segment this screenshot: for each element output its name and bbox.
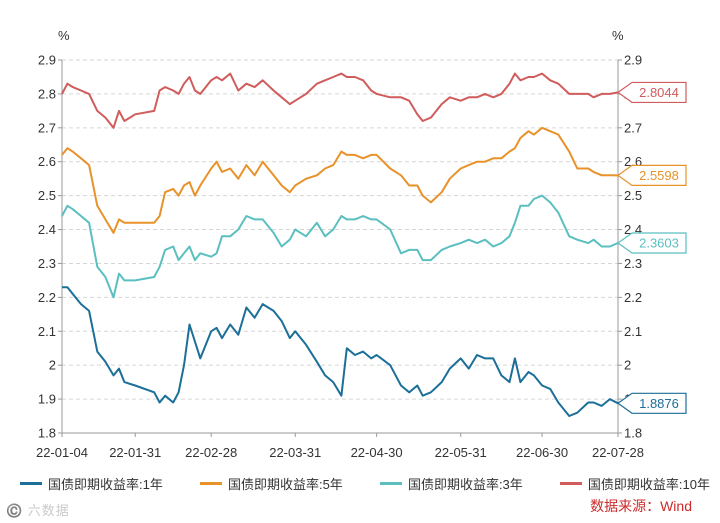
y-tick-label-left: 2.3 (38, 256, 56, 271)
series-line-10y (61, 72, 619, 129)
legend-item-1y[interactable]: 国债即期收益率:1年 (20, 474, 163, 493)
end-label-10y: 2.8044 (616, 81, 687, 104)
end-value-labels: 1.8876 2.5598 2.3603 2.8044 (616, 81, 687, 414)
y-tick-label-left: 2.2 (38, 290, 56, 305)
legend: 国债即期收益率:1年 国债即期收益率:5年 国债即期收益率:3年 国债即期收益率… (20, 474, 710, 493)
y-tick-label-right: 2.3 (624, 256, 642, 271)
x-tick-label: 22-01-04 (36, 445, 88, 460)
x-tick-labels: 22-01-04 22-01-31 22-02-28 22-03-31 22-04-30… (36, 433, 644, 460)
y-tick-label-left: 2.5 (38, 188, 56, 203)
legend-label-10y: 国债即期收益率:10年 (587, 477, 710, 492)
y-tick-label-left: 1.8 (38, 426, 56, 441)
y-tick-label-left: 1.9 (38, 392, 56, 407)
legend-item-5y[interactable]: 国债即期收益率:5年 (199, 474, 343, 493)
x-tick-label: 22-03-31 (269, 445, 321, 460)
end-label-box (616, 392, 687, 414)
end-label-text: 2.8044 (639, 85, 679, 100)
data-source-note: 数据来源：Wind (590, 498, 692, 514)
y-tick-label-left: 2.6 (38, 154, 56, 169)
y-tick-label-left: 2.9 (38, 53, 56, 68)
axes (61, 60, 619, 434)
y-tick-label-left: 2.4 (38, 222, 56, 237)
end-label-box (616, 232, 687, 254)
end-label-box (616, 81, 687, 104)
legend-label-5y: 国债即期收益率:5年 (227, 477, 343, 492)
series-line-3y (61, 194, 619, 299)
x-tick-label: 22-06-30 (516, 445, 568, 460)
end-label-3y: 2.3603 (616, 232, 687, 254)
y-tick-label-right: 2.9 (624, 53, 642, 68)
grid-lines (62, 59, 618, 400)
x-tick-label: 22-01-31 (109, 445, 161, 460)
y-tick-label-right: 2.2 (624, 290, 642, 305)
end-label-box (616, 164, 687, 186)
end-label-5y: 2.5598 (616, 164, 687, 186)
y-tick-label-left: 2 (49, 358, 56, 373)
end-label-1y: 1.8876 (616, 392, 687, 414)
legend-swatch-3y (379, 482, 402, 485)
y-tick-label-right: 2.7 (624, 120, 642, 135)
end-label-text: 2.5598 (639, 168, 679, 183)
end-label-text: 2.3603 (639, 236, 679, 251)
y-tick-label-left: 2.8 (38, 86, 56, 101)
legend-swatch-5y (199, 482, 222, 485)
legend-swatch-1y (20, 482, 42, 485)
y-tick-label-right: 1.8 (624, 426, 642, 441)
right-axis-unit: % (612, 28, 624, 43)
left-axis-unit: % (58, 28, 70, 43)
legend-item-3y[interactable]: 国债即期收益率:3年 (379, 474, 523, 493)
y-tick-label-left: 2.1 (38, 324, 56, 339)
y-tick-label-right: 2 (624, 358, 631, 373)
y-tick-label-left: 2.7 (38, 120, 56, 135)
series-line-5y (61, 126, 619, 234)
x-tick-label: 22-05-31 (435, 445, 487, 460)
legend-label-3y: 国债即期收益率:3年 (407, 477, 523, 492)
series-line-1y (62, 286, 619, 417)
left-y-tick-labels: 1.8 1.9 2 2.1 2.2 2.3 2.4 2.5 2.6 2.7 2.8 2.9 (38, 53, 62, 441)
watermark-logo: ©️ 六数据 (6, 503, 70, 518)
end-label-text: 1.8876 (639, 396, 679, 411)
series-lines (61, 72, 619, 417)
y-tick-label-right: 2.1 (624, 324, 642, 339)
legend-item-10y[interactable]: 国债即期收益率:10年 (559, 474, 710, 493)
x-tick-label: 22-04-30 (351, 445, 403, 460)
x-tick-label: 22-02-28 (185, 445, 237, 460)
legend-label-1y: 国债即期收益率:1年 (48, 477, 163, 492)
x-tick-label: 22-07-28 (592, 445, 644, 460)
y-tick-label-right: 2.5 (624, 188, 642, 203)
legend-swatch-10y (559, 482, 582, 485)
